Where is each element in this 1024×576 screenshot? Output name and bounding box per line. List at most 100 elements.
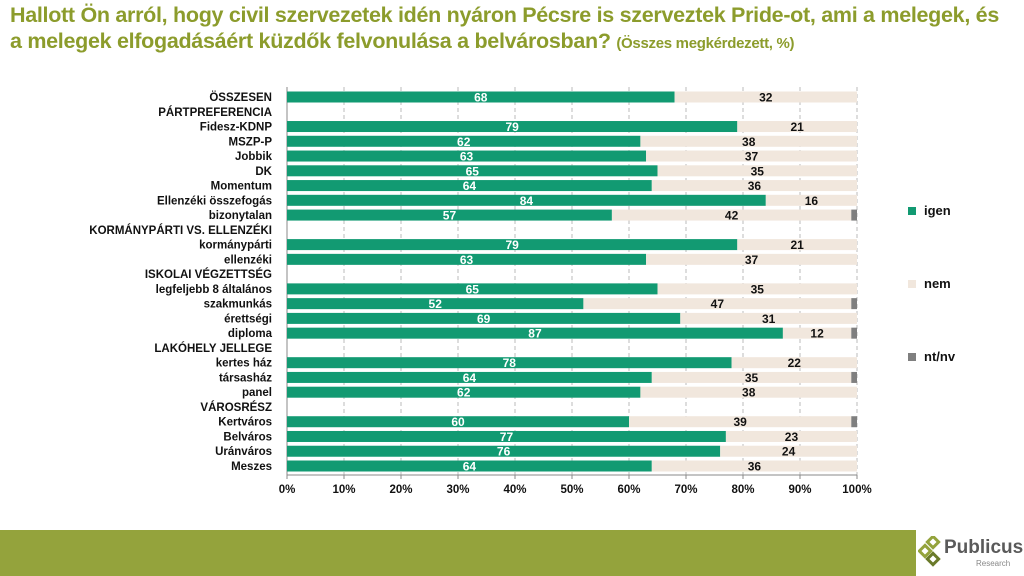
- bar-igen: [287, 416, 629, 428]
- bar-igen: [287, 327, 783, 339]
- data-label-igen: 64: [463, 179, 477, 193]
- data-label-nem: 21: [790, 120, 804, 134]
- x-tick-label: 30%: [446, 484, 469, 496]
- category-label: ellenzéki: [224, 254, 272, 266]
- bar-igen: [287, 91, 675, 103]
- category-label: kertes ház: [216, 358, 273, 370]
- data-label-nem: 22: [788, 356, 802, 370]
- bar-igen: [287, 239, 738, 251]
- data-label-igen: 52: [429, 297, 443, 311]
- data-label-igen: 84: [520, 194, 534, 208]
- bar-igen: [287, 150, 647, 162]
- bar-nem: [782, 327, 852, 339]
- bar-igen: [287, 180, 652, 192]
- category-label: Momentum: [211, 181, 272, 193]
- logo-name: Publicus: [944, 537, 1024, 558]
- bar-ntnv: [851, 298, 857, 310]
- bar-nem: [646, 150, 857, 162]
- x-tick-label: 60%: [617, 484, 640, 496]
- bar-igen: [287, 135, 641, 147]
- data-label-nem: 36: [748, 460, 762, 474]
- data-label-nem: 24: [782, 445, 796, 459]
- category-label: diploma: [228, 328, 273, 340]
- legend-igen: igen: [908, 203, 951, 218]
- category-label: Uránváros: [215, 446, 272, 458]
- bar-igen: [287, 430, 726, 442]
- category-label: DK: [255, 166, 272, 178]
- bar-nem: [657, 165, 857, 177]
- legend-swatch-nem: [908, 279, 916, 288]
- category-label: szakmunkás: [204, 299, 272, 311]
- bar-nem: [725, 430, 857, 442]
- bar-nem: [720, 445, 857, 457]
- data-label-igen: 64: [463, 460, 477, 474]
- bar-igen: [287, 357, 732, 369]
- legend-label: nem: [924, 276, 951, 291]
- x-tick-label: 70%: [674, 484, 697, 496]
- x-tick-label: 0%: [279, 484, 296, 496]
- data-label-nem: 12: [810, 327, 824, 341]
- bar-igen: [287, 121, 738, 133]
- bar-ntnv: [851, 209, 857, 221]
- chart-title: Hallott Ön arról, hogy civil szervezetek…: [10, 2, 1010, 57]
- data-label-igen: 79: [505, 238, 519, 252]
- legend-swatch-igen: [908, 206, 916, 215]
- x-tick-label: 40%: [503, 484, 526, 496]
- legend-label: igen: [924, 203, 951, 218]
- x-tick-label: 80%: [731, 484, 754, 496]
- bar-nem: [680, 312, 857, 324]
- bar-ntnv: [851, 327, 857, 339]
- bar-nem: [657, 283, 857, 295]
- logo-sub: Research: [976, 559, 1011, 568]
- publicus-logo: Publicus Research: [918, 533, 1024, 573]
- x-tick-label: 90%: [788, 484, 811, 496]
- bar-nem: [651, 180, 857, 192]
- data-label-nem: 37: [745, 150, 759, 164]
- category-label: Ellenzéki összefogás: [157, 195, 272, 207]
- data-label-igen: 62: [457, 386, 471, 400]
- data-label-nem: 35: [745, 371, 759, 385]
- data-label-igen: 64: [463, 371, 477, 385]
- category-label: Belváros: [223, 431, 272, 443]
- data-label-nem: 36: [748, 179, 762, 193]
- category-label: KORMÁNYPÁRTI VS. ELLENZÉKI: [89, 224, 272, 237]
- category-label: panel: [242, 387, 272, 399]
- bar-nem: [611, 209, 852, 221]
- data-label-igen: 78: [503, 356, 517, 370]
- data-label-nem: 39: [733, 415, 747, 429]
- bar-igen: [287, 460, 652, 472]
- x-tick-label: 100%: [842, 484, 871, 496]
- data-label-nem: 16: [805, 194, 819, 208]
- bar-igen: [287, 312, 681, 324]
- data-label-nem: 38: [742, 386, 756, 400]
- legend-swatch-ntnv: [908, 352, 916, 361]
- legend-label: nt/nv: [924, 349, 956, 364]
- category-label: MSZP-P: [229, 136, 273, 148]
- bar-nem: [583, 298, 852, 310]
- data-label-nem: 47: [711, 297, 725, 311]
- logo-diamonds-icon: [918, 536, 941, 567]
- bar-igen: [287, 209, 612, 221]
- bar-nem: [640, 386, 857, 398]
- data-label-nem: 42: [725, 209, 739, 223]
- data-label-igen: 63: [460, 253, 474, 267]
- bar-igen: [287, 253, 647, 265]
- x-tick-label: 10%: [332, 484, 355, 496]
- data-label-igen: 77: [500, 430, 514, 444]
- data-label-igen: 63: [460, 150, 474, 164]
- category-label: VÁROSRÉSZ: [200, 401, 272, 414]
- bar-nem: [765, 194, 857, 206]
- category-label: társasház: [219, 372, 272, 384]
- bar-nem: [629, 416, 852, 428]
- bar-igen: [287, 445, 721, 457]
- category-label: Jobbik: [235, 151, 273, 163]
- category-label: érettségi: [224, 313, 272, 325]
- footer-band: [0, 530, 916, 576]
- bar-igen: [287, 386, 641, 398]
- bar-nem: [640, 135, 857, 147]
- category-label: Kertváros: [218, 417, 272, 429]
- x-tick-label: 20%: [389, 484, 412, 496]
- data-label-nem: 38: [742, 135, 756, 149]
- data-label-nem: 35: [751, 164, 765, 178]
